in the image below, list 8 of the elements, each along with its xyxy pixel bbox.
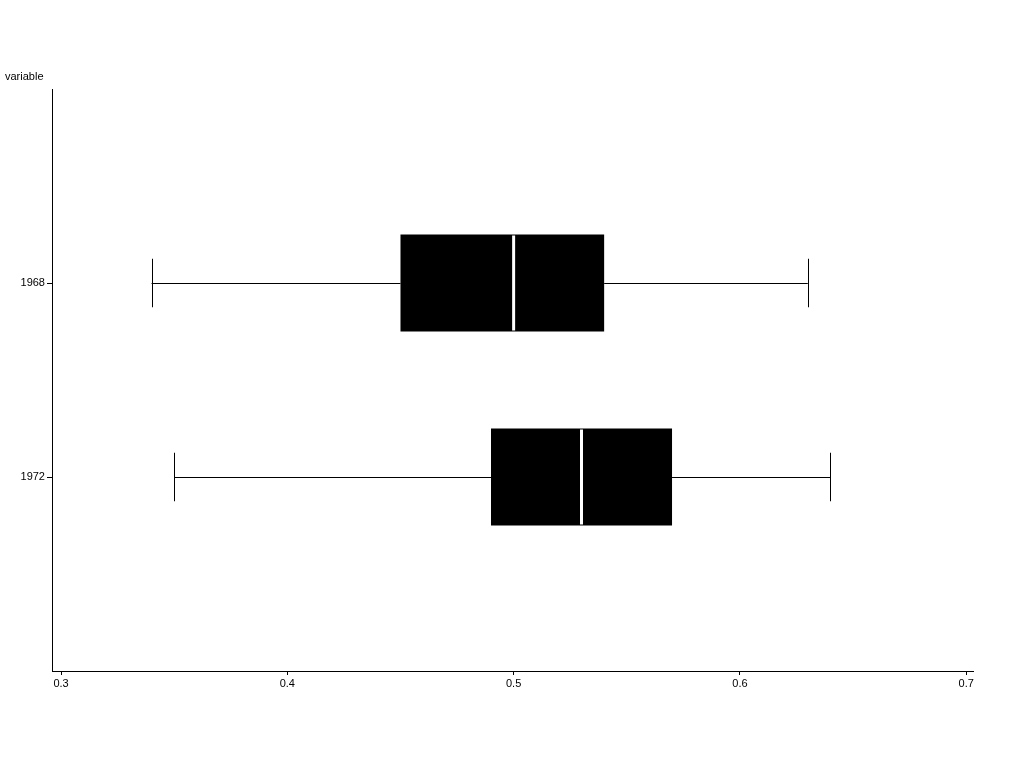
- x-tick-label: 0.7: [958, 676, 974, 689]
- x-tick-label: 0.5: [505, 676, 522, 689]
- y-tick-label: 1968: [20, 276, 45, 289]
- x-tick-label: 0.4: [279, 676, 295, 689]
- x-tick-label: 0.6: [732, 676, 748, 689]
- y-axis-title: variable: [5, 70, 44, 82]
- y-tick-label: 1972: [20, 470, 45, 483]
- x-tick-label: 0.3: [53, 676, 69, 689]
